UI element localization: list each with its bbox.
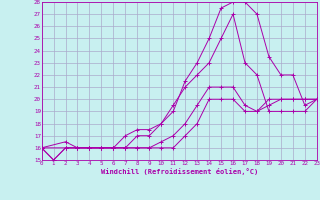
X-axis label: Windchill (Refroidissement éolien,°C): Windchill (Refroidissement éolien,°C) [100,168,258,175]
